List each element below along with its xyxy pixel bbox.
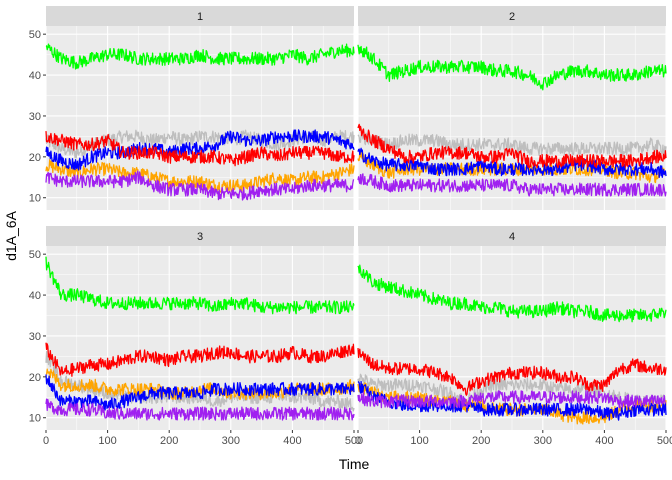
y-tick-label: 10 <box>29 413 41 425</box>
x-tick-label: 500 <box>657 435 672 447</box>
y-tick-label: 40 <box>29 290 41 302</box>
x-tick-label: 200 <box>472 435 490 447</box>
facet-strip-label: 3 <box>197 231 203 243</box>
facet-panel-4: 4 0 100 200 300 400 500 <box>355 226 672 447</box>
y-tick-label: 50 <box>29 249 41 261</box>
series-line-3 <box>45 43 355 70</box>
facet-strip-label: 2 <box>509 11 515 23</box>
x-axis-title: Time <box>339 456 370 472</box>
x-tick-label: 400 <box>595 435 613 447</box>
y-tick-label: 20 <box>29 152 41 164</box>
x-tick-label: 0 <box>43 435 49 447</box>
facet-strip-label: 1 <box>197 11 203 23</box>
facet-strip <box>358 6 666 26</box>
facet-strip-label: 4 <box>509 231 515 243</box>
y-tick-label: 20 <box>29 372 41 384</box>
y-tick-label: 50 <box>29 29 41 41</box>
x-tick-label: 500 <box>345 435 363 447</box>
x-tick-label: 100 <box>98 435 116 447</box>
facet-strip <box>46 226 354 246</box>
x-tick-label: 300 <box>534 435 552 447</box>
x-tick-label: 200 <box>160 435 178 447</box>
x-tick-label: 300 <box>222 435 240 447</box>
series-line-4 <box>357 147 667 179</box>
series-line-4 <box>45 374 355 411</box>
series-line-6 <box>45 398 355 421</box>
x-tick-label: 100 <box>410 435 428 447</box>
series-line-5 <box>357 348 667 396</box>
y-tick-label: 10 <box>29 193 41 205</box>
x-tick-label: 400 <box>283 435 301 447</box>
facet-panel-2: 2 <box>357 6 667 210</box>
y-tick-label: 30 <box>29 111 41 123</box>
facet-strip <box>358 226 666 246</box>
series-line-6 <box>357 390 667 409</box>
series-line-3 <box>357 264 667 323</box>
series-line-4 <box>45 129 355 171</box>
series-line-1 <box>357 373 667 409</box>
series-line-5 <box>357 123 667 169</box>
series-line-1 <box>357 132 667 156</box>
y-axis-title: d1A_6A <box>3 210 19 260</box>
facet-strip <box>46 6 354 26</box>
facet-panel-1: 1 10 20 30 40 50 <box>29 6 355 210</box>
series-line-5 <box>45 342 355 377</box>
series-line-3 <box>357 44 667 91</box>
series-line-6 <box>357 173 667 197</box>
y-tick-label: 40 <box>29 70 41 82</box>
series-line-6 <box>45 170 355 201</box>
series-line-5 <box>45 131 355 167</box>
series-line-2 <box>45 159 355 193</box>
x-tick-label: 0 <box>355 435 361 447</box>
y-tick-label: 30 <box>29 331 41 343</box>
series-line-3 <box>45 256 355 315</box>
